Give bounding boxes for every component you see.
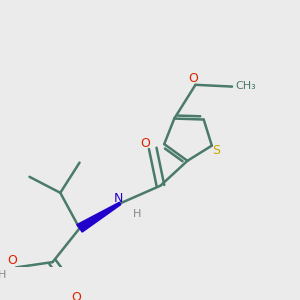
Polygon shape bbox=[77, 202, 121, 232]
Text: N: N bbox=[113, 192, 123, 205]
Text: H: H bbox=[133, 209, 142, 219]
Text: S: S bbox=[212, 144, 220, 157]
Text: O: O bbox=[7, 254, 17, 267]
Text: H: H bbox=[0, 269, 7, 280]
Text: CH₃: CH₃ bbox=[235, 81, 256, 91]
Text: O: O bbox=[71, 291, 81, 300]
Text: O: O bbox=[189, 72, 199, 85]
Text: O: O bbox=[140, 136, 150, 149]
